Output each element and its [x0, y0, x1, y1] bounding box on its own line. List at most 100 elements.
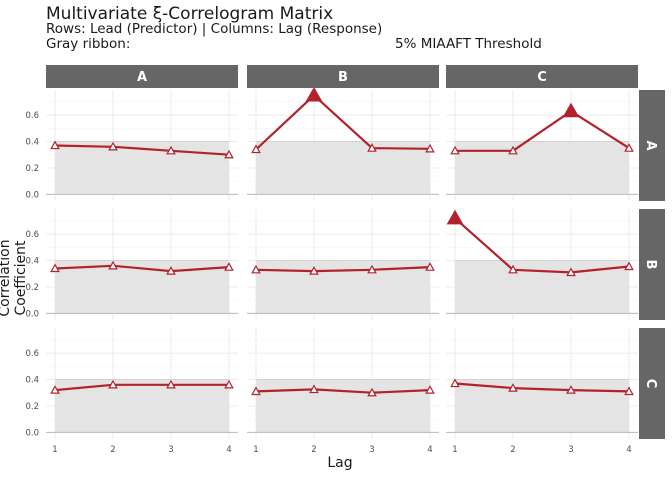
- y-tick-label: 0.0: [25, 190, 39, 200]
- data-point: [166, 266, 176, 275]
- data-point: [624, 143, 634, 152]
- data-point: [425, 143, 435, 153]
- significant-point: [446, 209, 464, 225]
- data-point: [108, 141, 118, 151]
- threshold-ribbon: [256, 379, 430, 433]
- data-point: [367, 387, 377, 397]
- panel-A-C: [446, 90, 638, 201]
- chart-subtitle-threshold: 5% MIAAFT Threshold: [395, 36, 542, 52]
- data-point: [309, 266, 319, 275]
- y-tick-label: 0.6: [25, 349, 39, 359]
- threshold-ribbon: [455, 379, 629, 433]
- data-point: [224, 149, 234, 159]
- x-tick-label: 3: [369, 445, 374, 455]
- data-point: [508, 383, 518, 392]
- data-point: [224, 379, 234, 389]
- threshold-ribbon: [55, 141, 229, 195]
- data-point: [50, 385, 60, 394]
- correlation-line: [255, 266, 431, 273]
- data-point: [367, 143, 377, 152]
- correlation-line: [454, 217, 630, 274]
- threshold-ribbon: [455, 141, 629, 195]
- y-tick-label: 0.4: [25, 257, 39, 267]
- x-tick-label: 3: [568, 445, 573, 455]
- column-strip-label: A: [137, 70, 147, 85]
- panel-B-A: [46, 209, 238, 320]
- data-point: [224, 262, 234, 271]
- data-point: [251, 264, 261, 274]
- data-point: [566, 267, 576, 277]
- correlation-line: [54, 383, 229, 392]
- significant-point: [562, 102, 580, 118]
- data-point: [50, 140, 60, 150]
- y-tick-label: 0.6: [25, 230, 39, 240]
- data-point: [166, 379, 176, 389]
- data-point: [108, 260, 118, 270]
- row-strip-label: A: [643, 140, 658, 150]
- y-tick-label: 0.2: [25, 402, 39, 412]
- data-point: [251, 386, 261, 396]
- panel-C-A: [46, 328, 238, 439]
- x-tick-label: 4: [226, 445, 231, 455]
- panel-B-B: [247, 209, 439, 320]
- x-tick-label: 1: [253, 445, 258, 455]
- x-tick-label: 2: [510, 445, 515, 455]
- panel-A-A: [46, 90, 238, 201]
- data-point: [624, 386, 634, 396]
- data-point: [425, 262, 435, 271]
- data-point: [624, 261, 634, 271]
- data-point: [251, 144, 261, 154]
- panel-A-B: [247, 86, 439, 201]
- data-point: [166, 145, 176, 155]
- data-point: [367, 264, 377, 274]
- data-point: [566, 385, 576, 394]
- y-tick-label: 0.2: [25, 283, 39, 293]
- row-strip-C: [639, 328, 665, 439]
- x-tick-label: 4: [626, 445, 631, 455]
- x-tick-label: 1: [52, 445, 57, 455]
- x-axis-label: Lag: [327, 455, 353, 471]
- chart-subtitle-label: Gray ribbon:: [46, 36, 131, 52]
- correlation-line: [454, 382, 630, 393]
- y-tick-label: 0.6: [25, 111, 39, 121]
- significant-point: [305, 86, 323, 102]
- y-axis-label: Correlation Coefficient: [0, 239, 29, 317]
- data-point: [50, 263, 60, 273]
- column-strip-label: C: [537, 70, 547, 85]
- threshold-ribbon: [256, 141, 430, 195]
- chart-subtitle-line1: Rows: Lead (Predictor) | Columns: Lag (R…: [46, 21, 383, 37]
- column-strip-C: [446, 65, 638, 88]
- correlation-line: [455, 110, 630, 152]
- panel-B-C: [446, 209, 638, 320]
- correlation-line: [255, 388, 431, 394]
- column-strip-A: [46, 65, 238, 88]
- x-tick-label: 2: [311, 445, 316, 455]
- panel-C-C: [446, 328, 638, 439]
- y-tick-label: 0.2: [25, 164, 39, 174]
- x-tick-label: 2: [110, 445, 115, 455]
- data-point: [450, 145, 460, 155]
- y-tick-label: 0.0: [25, 428, 39, 438]
- column-strip-label: B: [338, 70, 348, 85]
- correlation-line: [54, 144, 230, 156]
- x-tick-label: 1: [452, 445, 457, 455]
- y-tick-label: 0.4: [25, 138, 39, 148]
- data-point: [309, 384, 319, 394]
- panel-C-B: [247, 328, 439, 439]
- y-tick-label: 0.0: [25, 309, 39, 319]
- x-tick-label: 3: [168, 445, 173, 455]
- data-point: [508, 264, 518, 274]
- x-tick-label: 4: [427, 445, 432, 455]
- row-strip-label: C: [643, 379, 658, 389]
- data-point: [425, 385, 435, 394]
- y-tick-label: 0.4: [25, 376, 39, 386]
- row-strip-label: B: [643, 260, 658, 270]
- data-point: [450, 378, 460, 388]
- data-point: [508, 145, 518, 155]
- data-point: [108, 379, 118, 389]
- correlation-line: [54, 264, 230, 273]
- row-strip-A: [639, 90, 665, 201]
- column-strip-B: [247, 65, 439, 88]
- chart-title: Multivariate ξ-Correlogram Matrix: [46, 4, 334, 24]
